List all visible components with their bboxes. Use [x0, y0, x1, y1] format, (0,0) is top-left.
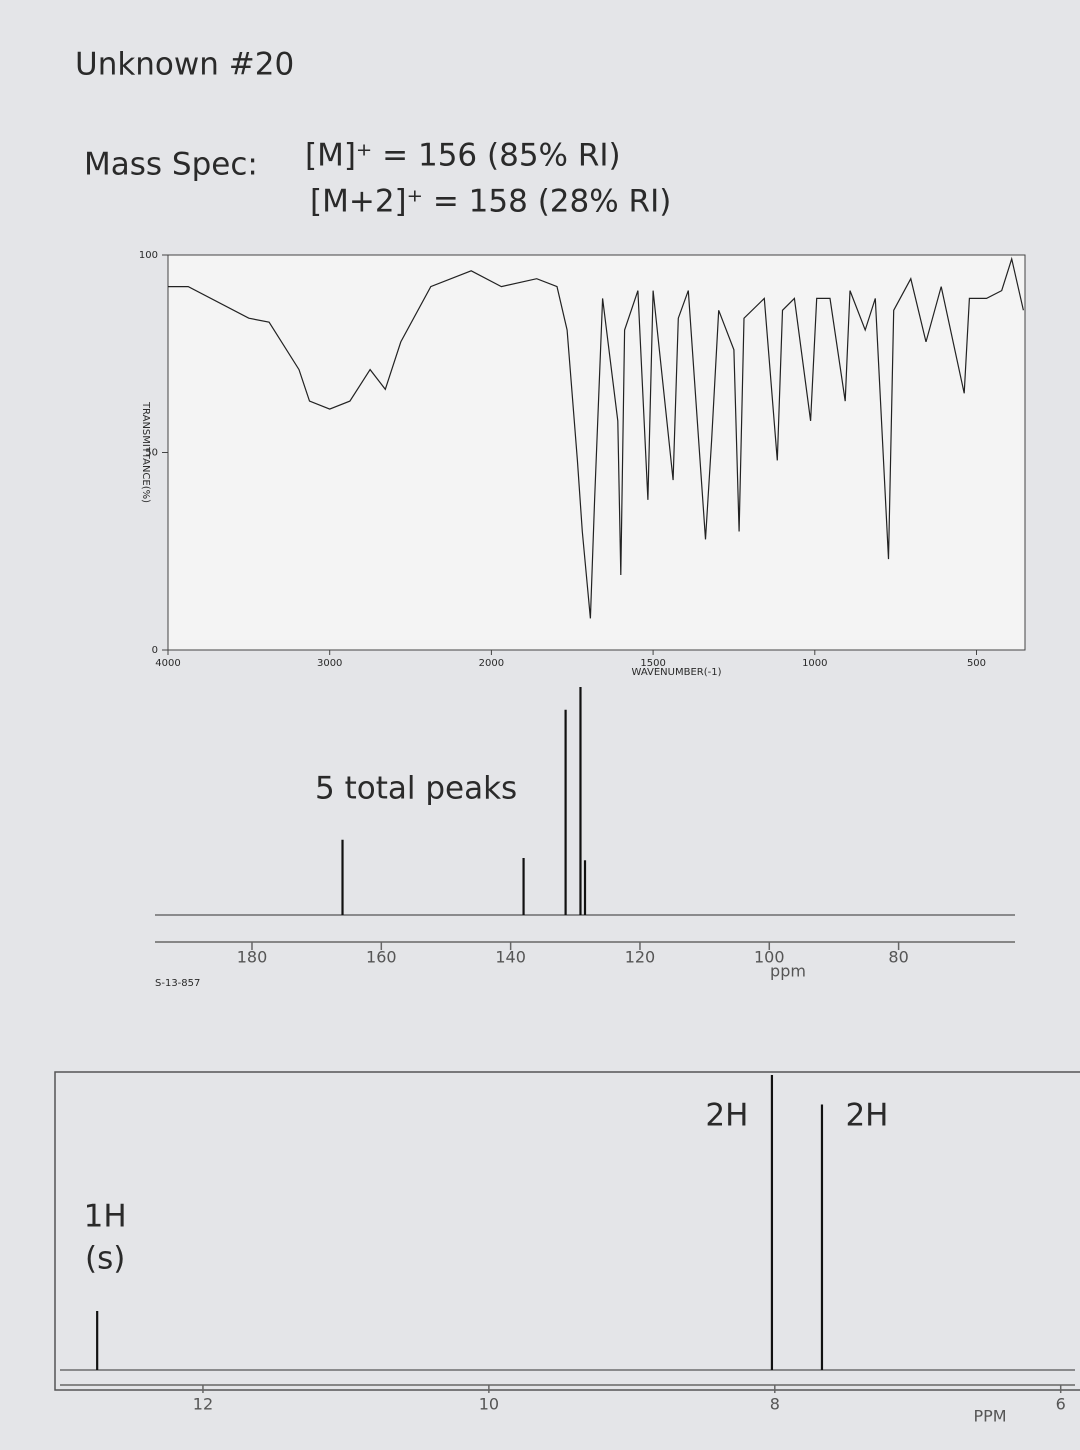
x-axis-label: PPM	[973, 1407, 1006, 1426]
x-tick-label: 10	[479, 1395, 499, 1414]
mass-spec-line: [M]⁺ = 156 (85% RI)	[305, 138, 621, 174]
x-tick-label: 80	[888, 948, 908, 967]
spectrum-code: S-13-857	[155, 978, 200, 989]
h-nmr-frame	[54, 1071, 1080, 1391]
peak-label: 2H	[705, 1098, 748, 1134]
peak-label: 2H	[845, 1098, 888, 1134]
ir-trace	[168, 256, 1024, 619]
x-tick-label: 120	[625, 948, 656, 967]
peak-label: 1H	[84, 1199, 127, 1235]
x-tick-label: 100	[754, 948, 785, 967]
x-axis-label: WAVENUMBER(-1)	[631, 667, 721, 678]
mass-spec-label: Mass Spec:	[84, 147, 258, 183]
x-tick-label: 1000	[802, 658, 827, 669]
annotation: 5 total peaks	[315, 771, 517, 807]
x-tick-label: 1500	[640, 658, 665, 669]
x-tick-label: 3000	[317, 658, 342, 669]
y-axis-label: TRANSMITTANCE(%)	[140, 401, 151, 503]
x-tick-label: 6	[1056, 1395, 1066, 1414]
x-axis-label: ppm	[770, 962, 806, 981]
peak-label: (s)	[85, 1241, 125, 1277]
y-tick-label: 50	[145, 448, 158, 459]
x-tick-label: 140	[495, 948, 526, 967]
mass-spec-line: [M+2]⁺ = 158 (28% RI)	[310, 184, 671, 220]
x-tick-label: 4000	[155, 658, 180, 669]
x-tick-label: 12	[193, 1395, 213, 1414]
x-tick-label: 500	[967, 658, 986, 669]
x-tick-label: 8	[770, 1395, 780, 1414]
title: Unknown #20	[75, 47, 294, 83]
y-tick-label: 100	[139, 250, 158, 261]
y-tick-label: 0	[152, 645, 158, 656]
x-tick-label: 160	[366, 948, 397, 967]
x-tick-label: 2000	[479, 658, 504, 669]
x-tick-label: 180	[237, 948, 268, 967]
